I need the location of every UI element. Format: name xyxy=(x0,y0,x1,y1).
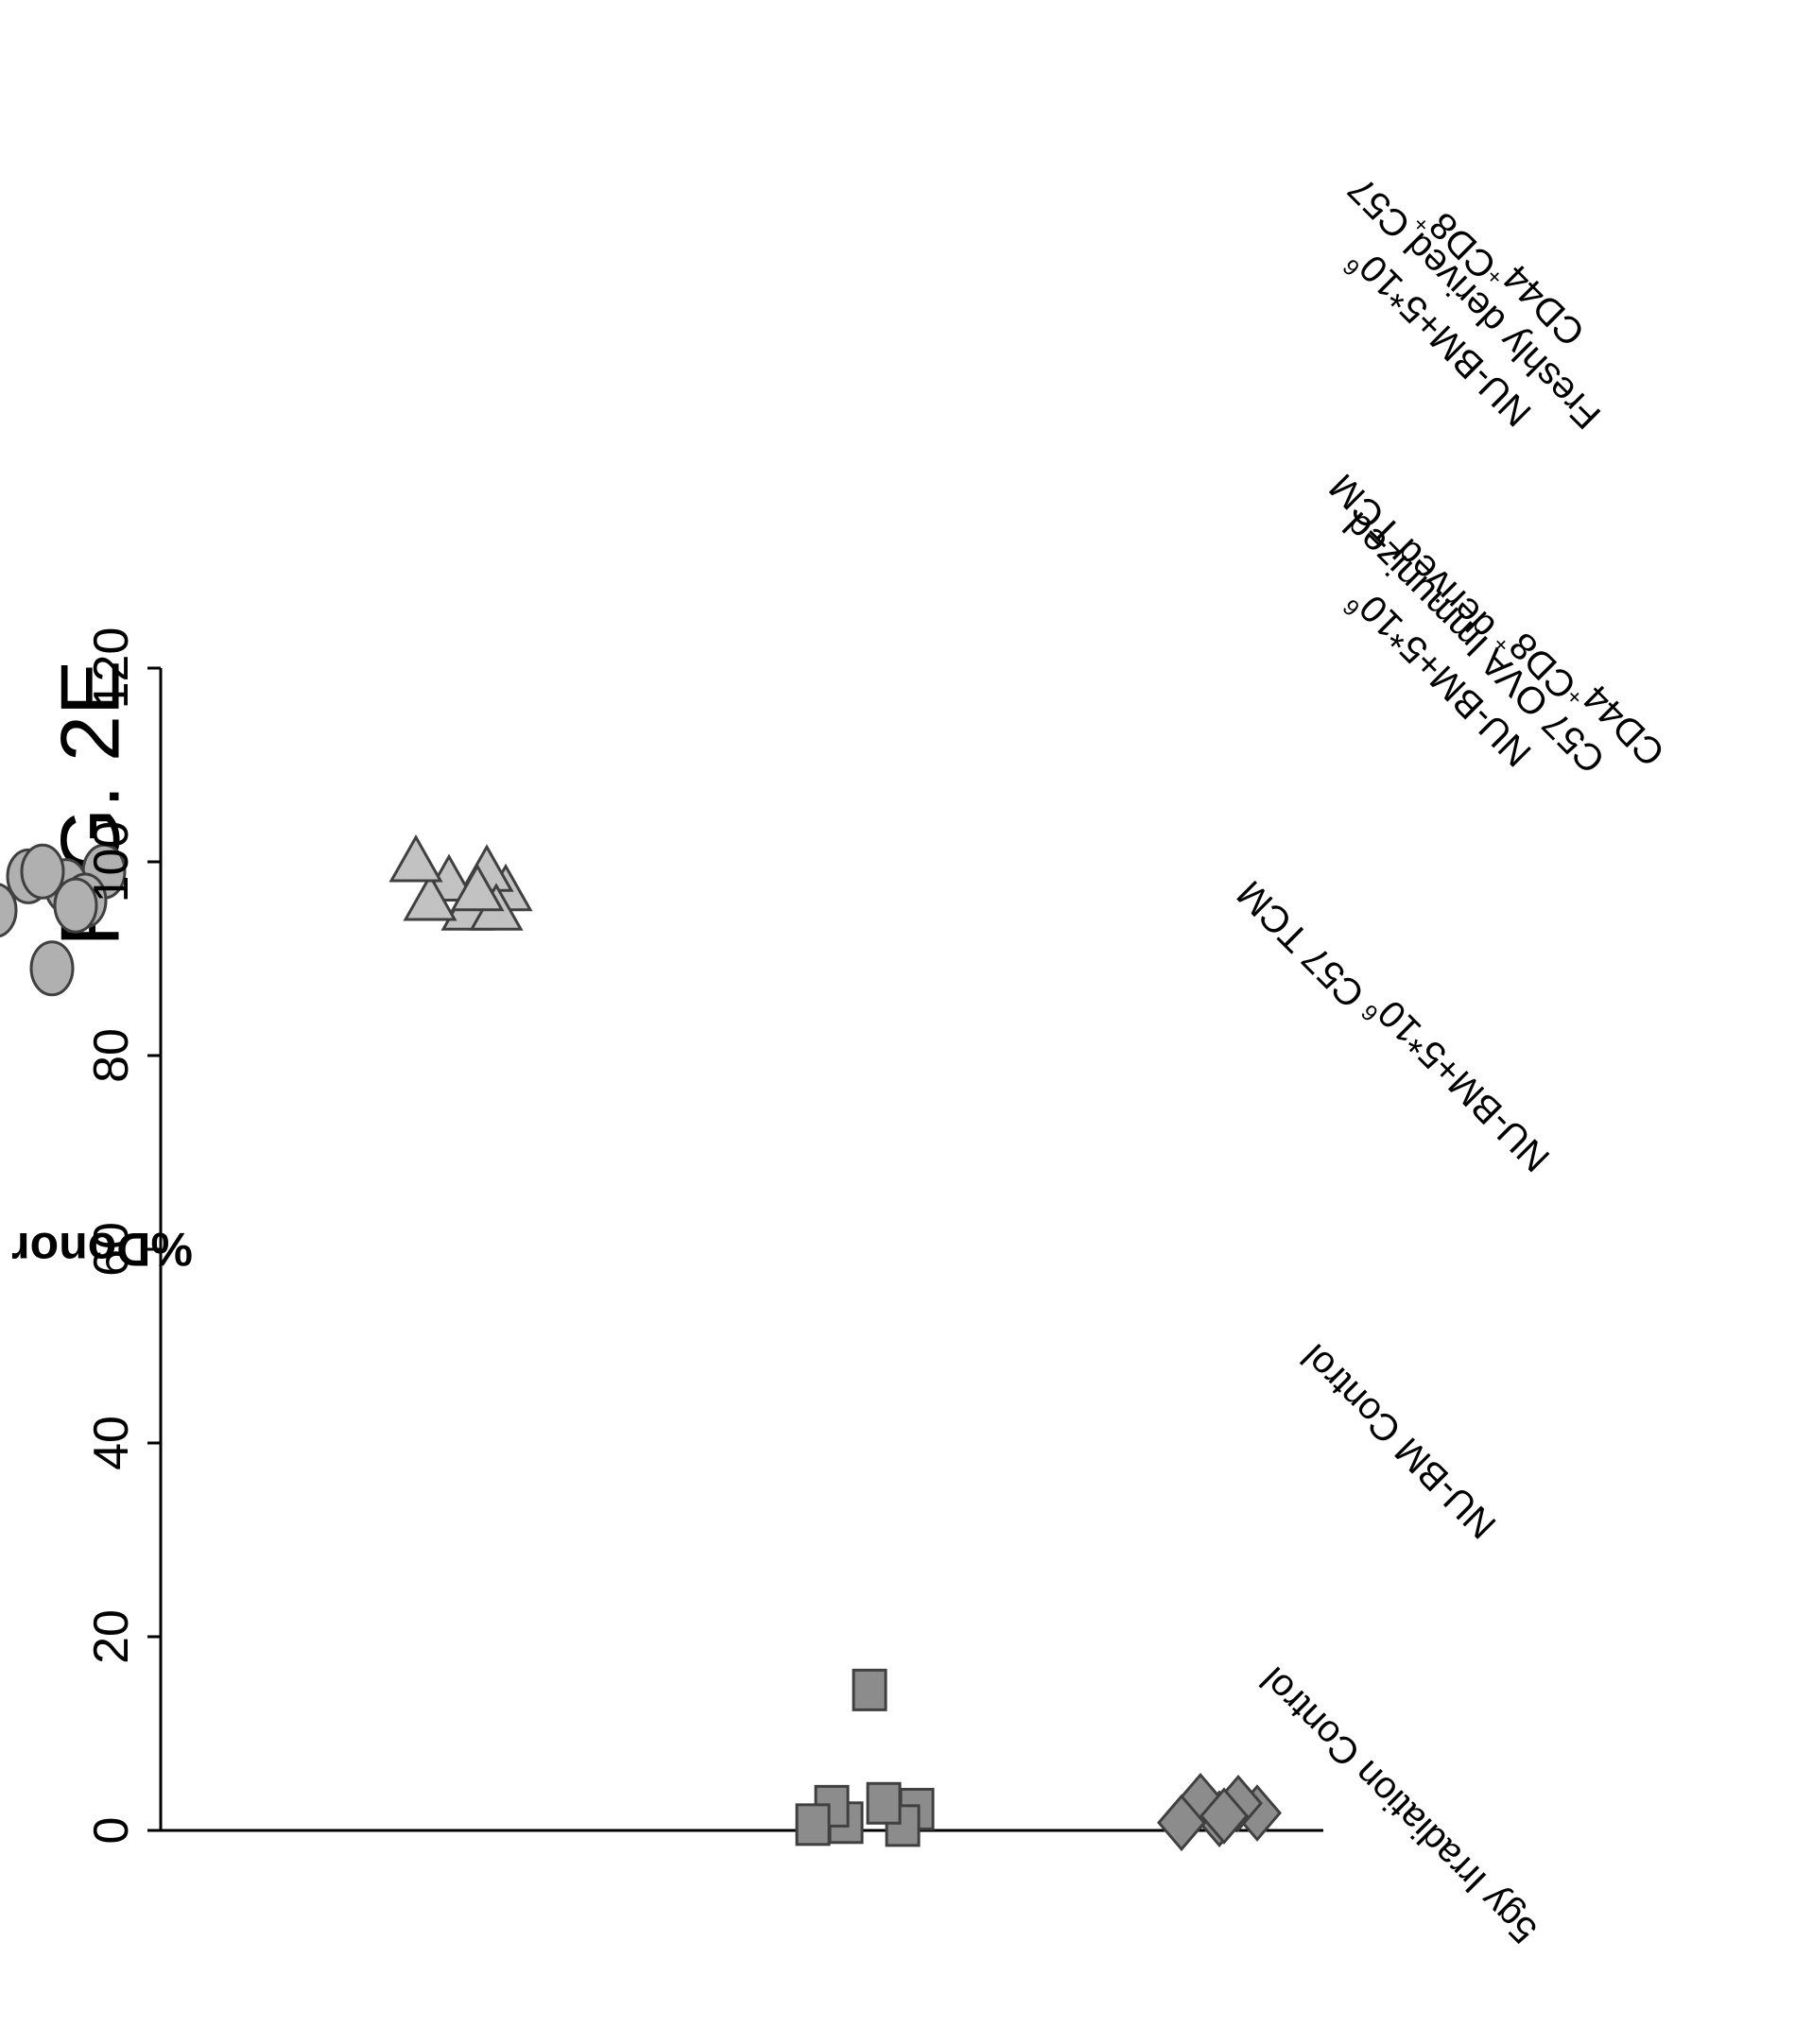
y-tick-label-group: 0 xyxy=(84,1817,139,1845)
y-tick-label-group: 80 xyxy=(84,1028,139,1083)
data-point-diamond xyxy=(1200,1787,1249,1845)
data-point-square xyxy=(866,1781,902,1825)
y-tick-label: 80 xyxy=(84,1028,139,1083)
data-point-circle xyxy=(29,940,75,997)
data-point-circle xyxy=(53,877,98,934)
data-point-circle xyxy=(0,883,18,938)
y-tick-label-group: 120 xyxy=(84,627,139,710)
category-label: NU-BM Control xyxy=(1294,1336,1505,1547)
label-text: NU-BM Control xyxy=(1294,1336,1505,1547)
data-point-triangle xyxy=(403,872,457,921)
category-label-line: NU-BM+5*106 C57 TCM xyxy=(1230,862,1559,1191)
data-point-diamond xyxy=(1157,1794,1206,1852)
axis-labels: 0 20 40 60 80 100 120 %Donor 5gy Irradiation Con… xyxy=(11,168,1673,1951)
label-text: NU-BM+5*10 xyxy=(1371,992,1559,1180)
category-label: NU-BM+5*106 C57 TCM xyxy=(1230,862,1559,1191)
y-tick-label: 60 xyxy=(84,1222,139,1277)
y-tick-label: 100 xyxy=(84,821,139,903)
y-tick-label: 20 xyxy=(84,1609,139,1664)
data-point-square xyxy=(852,1668,888,1711)
y-tick-label: 40 xyxy=(84,1416,139,1470)
data-point-circle xyxy=(20,843,65,900)
axes xyxy=(147,666,1323,1832)
label-text: C57 TCM xyxy=(1230,872,1380,1022)
data-markers xyxy=(0,833,1282,1852)
data-point-triangle xyxy=(450,863,505,912)
category-label-line: 5gy Irradiation Control xyxy=(1252,1658,1545,1950)
y-axis-label: %Donor xyxy=(11,1223,193,1276)
y-tick-label: 0 xyxy=(84,1817,139,1845)
category-label: 5gy Irradiation Control xyxy=(1252,1658,1545,1950)
y-tick-label-group: 40 xyxy=(84,1416,139,1470)
category-label-line: NU-BM Control xyxy=(1294,1336,1505,1547)
y-axis-label-group: %Donor xyxy=(11,1223,193,1276)
y-tick-label-group: 60 xyxy=(84,1222,139,1277)
y-tick-label: 120 xyxy=(84,627,139,710)
label-text: 5gy Irradiation Control xyxy=(1252,1658,1545,1950)
data-point-triangle xyxy=(388,833,443,883)
plot-area xyxy=(0,666,1323,1852)
y-tick-label-group: 20 xyxy=(84,1609,139,1664)
data-point-square xyxy=(795,1803,831,1846)
y-tick-label-group: 100 xyxy=(84,821,139,903)
